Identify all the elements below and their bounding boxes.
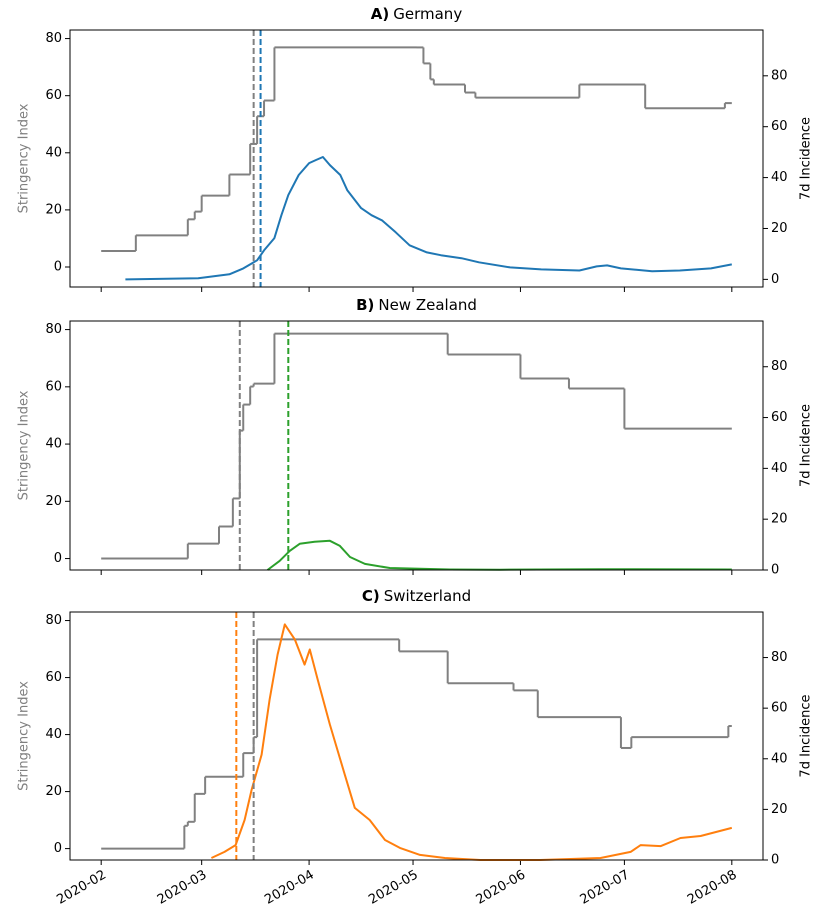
y-tick-label: 60	[45, 670, 62, 685]
panel-title: C) Switzerland	[362, 587, 471, 605]
y-tick-label: 40	[45, 437, 62, 452]
y2-tick-label: 80	[771, 68, 788, 83]
panel: A) Germany Stringency Index 7d Incidence 0 20…	[17, 5, 814, 292]
y2-tick-label: 60	[771, 701, 788, 716]
y-tick-label: 80	[45, 613, 62, 628]
x-tick-label: 2020-02	[54, 868, 109, 908]
x-tick-label: 2020-03	[155, 868, 210, 908]
y-tick-label: 20	[45, 202, 62, 217]
y-tick-label: 0	[54, 551, 62, 566]
y-tick-label: 80	[45, 31, 62, 46]
y-tick-label: 40	[45, 145, 62, 160]
y2-axis-label: 7d Incidence	[799, 694, 814, 777]
y-axis-label: Stringency Index	[17, 681, 32, 791]
y2-tick-label: 80	[771, 359, 788, 374]
y-tick-label: 80	[45, 322, 62, 337]
plot-frame	[69, 29, 764, 288]
y-tick-label: 60	[45, 88, 62, 103]
panel-title: B) New Zealand	[356, 296, 477, 314]
y2-axis-label: 7d Incidence	[799, 404, 814, 487]
y2-tick-label: 40	[771, 170, 788, 185]
y2-tick-label: 0	[771, 272, 779, 287]
panel-label: A)	[371, 5, 389, 23]
x-tick-label: 2020-06	[474, 868, 529, 908]
panel-name: Germany	[393, 5, 462, 23]
incidence-line	[125, 156, 732, 281]
y2-tick-label: 0	[771, 853, 779, 868]
y2-tick-label: 40	[771, 751, 788, 766]
y-tick-label: 20	[45, 494, 62, 509]
panel-name: New Zealand	[378, 296, 477, 314]
incidence-line	[266, 539, 732, 571]
plot-frame	[69, 320, 764, 571]
panel-title: A) Germany	[371, 5, 463, 23]
panel: C) Switzerland Stringency Index 7d Incidenc…	[17, 587, 814, 908]
y2-tick-label: 40	[771, 461, 788, 476]
y2-tick-label: 80	[771, 650, 788, 665]
y-tick-label: 0	[54, 260, 62, 275]
panel-label: C)	[362, 587, 380, 605]
y2-axis-label: 7d Incidence	[799, 117, 814, 200]
plot-frame	[69, 611, 764, 861]
panel: B) New Zealand Stringency Index 7d Incidenc…	[17, 296, 814, 578]
x-tick-label: 2020-05	[366, 868, 421, 908]
y2-tick-label: 60	[771, 119, 788, 134]
panel-label: B)	[356, 296, 374, 314]
x-tick-label: 2020-07	[578, 868, 633, 908]
incidence-line	[210, 623, 733, 861]
x-tick-label: 2020-04	[262, 868, 317, 908]
y2-tick-label: 0	[771, 563, 779, 578]
y2-tick-label: 60	[771, 410, 788, 425]
y2-tick-label: 20	[771, 512, 788, 527]
y-axis-label: Stringency Index	[17, 390, 32, 500]
y-tick-label: 20	[45, 784, 62, 799]
y-tick-label: 0	[54, 841, 62, 856]
y-axis-label: Stringency Index	[17, 103, 32, 213]
y-tick-label: 40	[45, 727, 62, 742]
x-tick-label: 2020-08	[685, 868, 740, 908]
y2-tick-label: 20	[771, 221, 788, 236]
y2-tick-label: 20	[771, 802, 788, 817]
y-tick-label: 60	[45, 379, 62, 394]
panel-name: Switzerland	[384, 587, 472, 605]
